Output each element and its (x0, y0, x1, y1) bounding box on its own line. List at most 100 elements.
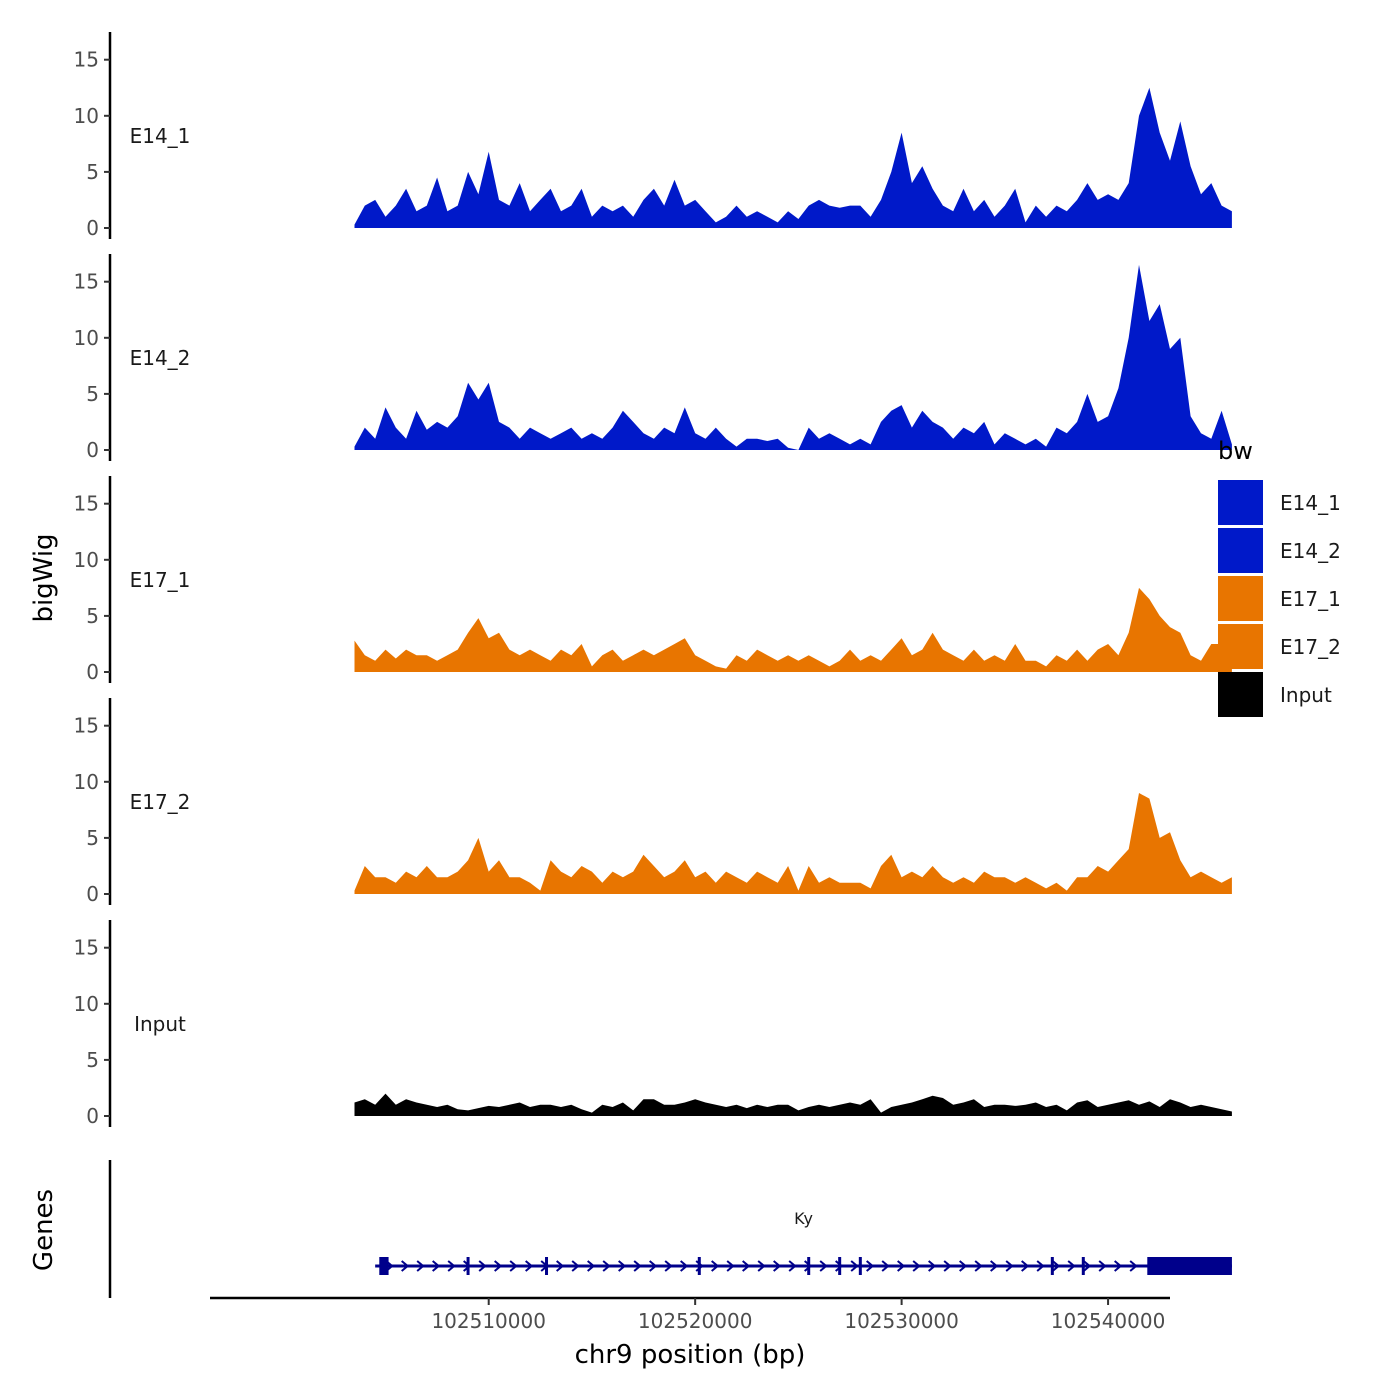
strand-chevron (835, 1260, 844, 1272)
gene-exon-mark (838, 1257, 842, 1275)
strand-chevron (478, 1260, 487, 1272)
y-tick-label: 15 (74, 936, 99, 960)
strand-chevron (587, 1260, 596, 1272)
track-e17-2: 0 5 10 15 E17_2 (74, 698, 1232, 906)
legend-label-input: Input (1280, 683, 1332, 707)
coverage-area-input (354, 1093, 1232, 1116)
legend-swatch-input (1218, 672, 1263, 717)
coverage-tracks: 0 5 10 15 E14_1 0 5 10 15 E14_2 0 5 10 15 E17_1 0 5 10 15 E… (74, 32, 1232, 1128)
coverage-area-e14-2 (354, 264, 1232, 450)
strand-chevron (881, 1260, 890, 1272)
gene-exon-mark (807, 1257, 811, 1275)
y-tick-label: 10 (74, 770, 99, 794)
gene-exon-mark (858, 1257, 862, 1275)
y-axis-title: bigWig (29, 533, 59, 622)
strand-chevron (974, 1260, 983, 1272)
strand-chevron (1021, 1260, 1030, 1272)
y-tick-label: 0 (86, 1104, 99, 1128)
strand-chevron (804, 1260, 813, 1272)
strand-chevron (788, 1260, 797, 1272)
track-label-e17-1: E17_1 (130, 568, 191, 592)
track-e14-2: 0 5 10 15 E14_2 (74, 254, 1232, 462)
strand-chevron (618, 1260, 627, 1272)
track-label-e14-1: E14_1 (130, 124, 191, 148)
track-label-input: Input (134, 1012, 186, 1036)
legend: bw E14_1 E14_2 E17_1 E17_2 Input (1218, 437, 1341, 717)
y-tick-label: 5 (86, 826, 99, 850)
strand-chevron (897, 1260, 906, 1272)
legend-label-e17-1: E17_1 (1280, 587, 1341, 611)
strand-chevron (447, 1260, 456, 1272)
track-label-e17-2: E17_2 (130, 790, 191, 814)
strand-chevron (633, 1260, 642, 1272)
strand-chevron (928, 1260, 937, 1272)
y-tick-label: 10 (74, 548, 99, 572)
gene-exon-mark (466, 1257, 470, 1275)
strand-chevron (664, 1260, 673, 1272)
y-tick-label: 0 (86, 216, 99, 240)
strand-chevron (912, 1260, 921, 1272)
strand-chevron (649, 1260, 658, 1272)
y-tick-label: 5 (86, 604, 99, 628)
legend-swatch-e14-1 (1218, 480, 1263, 525)
strand-chevron (1005, 1260, 1014, 1272)
y-tick-label: 10 (74, 992, 99, 1016)
strand-chevron (711, 1260, 720, 1272)
legend-label-e14-2: E14_2 (1280, 539, 1341, 563)
genes-panel: Ky (108, 1160, 1232, 1298)
coverage-area-e17-1 (354, 587, 1232, 672)
legend-swatch-e17-1 (1218, 576, 1263, 621)
x-tick-label: 102510000 (431, 1309, 546, 1333)
gene-name-label: Ky (794, 1209, 813, 1228)
strand-chevron (525, 1260, 534, 1272)
y-tick-label: 5 (86, 1048, 99, 1072)
x-tick-label: 102530000 (844, 1309, 959, 1333)
strand-chevron (850, 1260, 859, 1272)
legend-title: bw (1218, 437, 1253, 465)
legend-swatch-e17-2 (1218, 624, 1263, 669)
gene-exon-mark (545, 1257, 549, 1275)
track-e17-1: 0 5 10 15 E17_1 (74, 476, 1232, 684)
strand-chevron (1067, 1260, 1076, 1272)
coverage-area-e17-2 (354, 793, 1232, 894)
x-tick-label: 102520000 (638, 1309, 753, 1333)
track-input: 0 5 10 15 Input (74, 920, 1232, 1128)
strand-chevron (819, 1260, 828, 1272)
gene-exon-mark (1081, 1257, 1085, 1275)
strand-chevron (943, 1260, 952, 1272)
strand-chevron (571, 1260, 580, 1272)
y-tick-label: 15 (74, 492, 99, 516)
legend-label-e14-1: E14_1 (1280, 491, 1341, 515)
strand-chevron (757, 1260, 766, 1272)
gene-exon (379, 1257, 389, 1275)
genes-axis-title: Genes (29, 1189, 59, 1271)
strand-chevron (509, 1260, 518, 1272)
y-tick-label: 15 (74, 48, 99, 72)
strand-chevron (401, 1260, 410, 1272)
strand-chevron (742, 1260, 751, 1272)
gene-exon (1147, 1257, 1232, 1275)
y-tick-label: 15 (74, 714, 99, 738)
y-tick-label: 0 (86, 882, 99, 906)
track-e14-1: 0 5 10 15 E14_1 (74, 32, 1232, 240)
strand-chevron (1129, 1260, 1138, 1272)
strand-chevron (432, 1260, 441, 1272)
strand-chevron (1083, 1260, 1092, 1272)
y-tick-label: 5 (86, 160, 99, 184)
strand-chevron (1052, 1260, 1061, 1272)
coverage-area-e14-1 (354, 87, 1232, 228)
x-axis-title: chr9 position (bp) (575, 1340, 806, 1370)
strand-chevron (1036, 1260, 1045, 1272)
strand-chevron (773, 1260, 782, 1272)
strand-chevron (1114, 1260, 1123, 1272)
strand-chevron (959, 1260, 968, 1272)
gene-exon-mark (697, 1257, 701, 1275)
legend-label-e17-2: E17_2 (1280, 635, 1341, 659)
strand-chevron (1098, 1260, 1107, 1272)
strand-chevron (494, 1260, 503, 1272)
x-axis: 102510000 102520000 102530000 102540000 (210, 1296, 1170, 1333)
strand-chevron (556, 1260, 565, 1272)
y-tick-label: 0 (86, 438, 99, 462)
y-tick-label: 0 (86, 660, 99, 684)
strand-chevron (726, 1260, 735, 1272)
